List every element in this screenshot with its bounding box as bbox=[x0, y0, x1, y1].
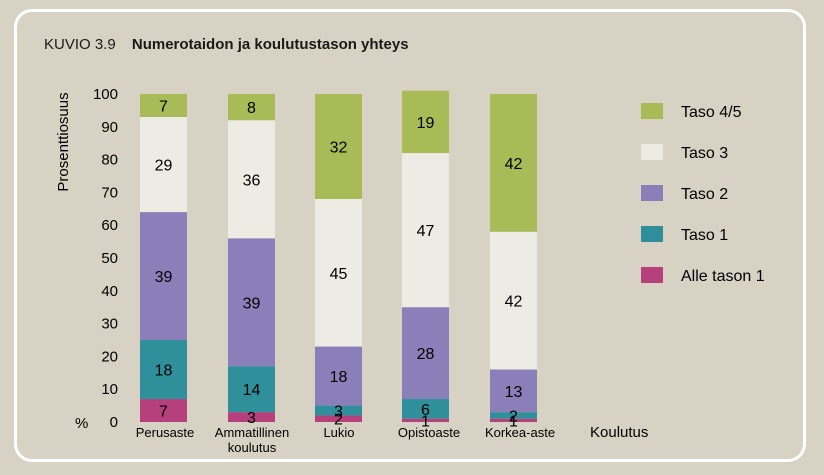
bar-segment bbox=[140, 399, 187, 422]
legend-label: Alle tason 1 bbox=[681, 268, 765, 285]
y-tick-label: 70 bbox=[101, 184, 118, 201]
data-label: 7 bbox=[159, 98, 168, 115]
data-label: 3 bbox=[247, 410, 256, 427]
x-category-label: Ammatillinen bbox=[215, 425, 289, 440]
x-category-label: Lukio bbox=[323, 425, 354, 440]
y-axis-unit: % bbox=[75, 415, 88, 432]
figure-frame bbox=[14, 9, 806, 462]
x-axis-title: Koulutus bbox=[590, 424, 648, 441]
bar-segment bbox=[490, 412, 537, 419]
y-tick-label: 40 bbox=[101, 283, 118, 300]
data-label: 1 bbox=[509, 413, 518, 430]
legend-swatch bbox=[641, 144, 663, 160]
data-label: 39 bbox=[155, 269, 173, 286]
bar-segment bbox=[490, 231, 537, 370]
bar-segment bbox=[490, 418, 537, 422]
legend-label: Taso 1 bbox=[681, 227, 728, 244]
data-label: 32 bbox=[330, 139, 348, 156]
bar-segment bbox=[228, 120, 275, 239]
legend: Taso 4/5 Taso 3 Taso 2 Taso 1 Alle tason 1 bbox=[641, 103, 765, 285]
y-axis-title: Prosenttiosuus bbox=[55, 92, 72, 191]
bar-segment bbox=[140, 94, 187, 117]
bar-segment bbox=[315, 94, 362, 199]
x-category-label: Perusaste bbox=[136, 425, 195, 440]
data-label: 3 bbox=[334, 404, 343, 421]
data-label: 2 bbox=[509, 408, 518, 425]
legend-swatch bbox=[641, 226, 663, 242]
bar-segment bbox=[315, 198, 362, 347]
data-label: 39 bbox=[243, 295, 261, 312]
bar-segment bbox=[402, 399, 449, 419]
data-label: 18 bbox=[155, 363, 173, 380]
y-tick-label: 80 bbox=[101, 152, 118, 169]
y-tick-label: 50 bbox=[101, 250, 118, 267]
figure-label: KUVIO 3.9 bbox=[44, 36, 116, 53]
y-tick-label: 10 bbox=[101, 381, 118, 398]
bar-segment bbox=[315, 346, 362, 406]
bar-segment bbox=[490, 369, 537, 413]
bar-segment bbox=[315, 415, 362, 422]
legend-label: Taso 4/5 bbox=[681, 104, 742, 121]
bar-segment bbox=[402, 153, 449, 308]
y-tick-label: 0 bbox=[110, 414, 118, 431]
figure-header: KUVIO 3.9 Numerotaidon ja koulutustason … bbox=[44, 36, 409, 53]
data-label: 14 bbox=[243, 382, 261, 399]
data-label: 1 bbox=[421, 413, 430, 430]
data-label: 29 bbox=[155, 158, 173, 175]
data-label: 19 bbox=[417, 115, 435, 132]
data-label: 47 bbox=[417, 223, 435, 240]
y-tick-label: 90 bbox=[101, 119, 118, 136]
data-label: 6 bbox=[421, 402, 430, 419]
figure-title: Numerotaidon ja koulutustason yhteys bbox=[131, 36, 409, 53]
bar-segment bbox=[140, 116, 187, 213]
data-label: 42 bbox=[505, 156, 523, 173]
legend-swatch bbox=[641, 103, 663, 119]
bar-segment bbox=[228, 412, 275, 422]
bar-segment bbox=[228, 94, 275, 121]
legend-swatch bbox=[641, 185, 663, 201]
data-label: 13 bbox=[505, 384, 523, 401]
x-category-label: koulutus bbox=[228, 440, 277, 455]
data-label: 18 bbox=[330, 369, 348, 386]
y-tick-label: 100 bbox=[93, 86, 118, 103]
bars bbox=[140, 90, 537, 422]
bar-segment bbox=[315, 405, 362, 416]
legend-label: Taso 2 bbox=[681, 186, 728, 203]
bar-segment bbox=[402, 418, 449, 422]
bar-segment bbox=[140, 212, 187, 340]
bar-segment bbox=[228, 238, 275, 367]
legend-swatch bbox=[641, 267, 663, 283]
data-label: 7 bbox=[159, 404, 168, 421]
data-label: 2 bbox=[334, 412, 343, 429]
bar-segment bbox=[402, 90, 449, 154]
y-tick-label: 30 bbox=[101, 316, 118, 333]
bar-segment bbox=[490, 94, 537, 232]
bar-segment bbox=[402, 307, 449, 400]
data-label: 45 bbox=[330, 266, 348, 283]
data-label: 8 bbox=[247, 100, 256, 117]
x-category-label: Korkea-aste bbox=[485, 425, 555, 440]
data-label: 28 bbox=[417, 346, 435, 363]
bar-segment bbox=[228, 366, 275, 413]
legend-label: Taso 3 bbox=[681, 145, 728, 162]
y-axis: 0 10 20 30 40 50 60 70 80 90 100 bbox=[93, 86, 118, 431]
bar-segment bbox=[140, 340, 187, 400]
data-label: 42 bbox=[505, 294, 523, 311]
data-label: 36 bbox=[243, 172, 261, 189]
y-tick-label: 20 bbox=[101, 348, 118, 365]
x-category-label: Opistoaste bbox=[398, 425, 460, 440]
y-tick-label: 60 bbox=[101, 217, 118, 234]
